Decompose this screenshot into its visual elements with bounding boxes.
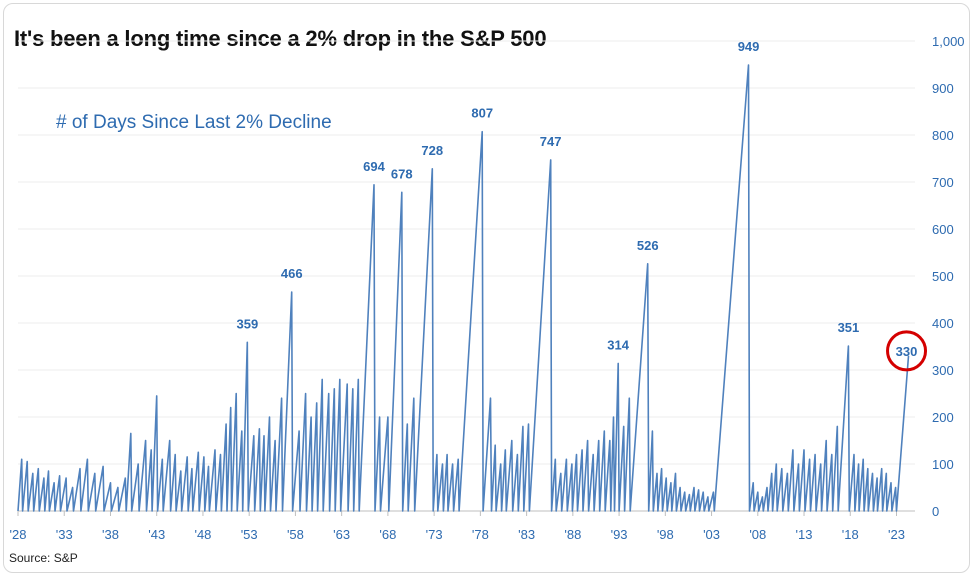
x-tick-label: '88 <box>564 527 581 542</box>
y-tick-label: 100 <box>932 457 954 472</box>
x-tick-label: '78 <box>472 527 489 542</box>
y-tick-label: 700 <box>932 175 954 190</box>
x-tick-label: '03 <box>703 527 720 542</box>
y-tick-label: 0 <box>932 504 939 519</box>
peak-label: 359 <box>236 316 258 331</box>
y-axis: 0 100 200 300 400 500 600 700 800 900 1,000 <box>932 34 965 519</box>
x-tick-label: '43 <box>148 527 165 542</box>
chart-source: Source: S&P <box>9 551 78 565</box>
x-tick-label: '93 <box>611 527 628 542</box>
x-tick-label: '63 <box>333 527 350 542</box>
y-tick-label: 800 <box>932 128 954 143</box>
y-tick-label: 600 <box>932 222 954 237</box>
x-tick-label: '33 <box>56 527 73 542</box>
peak-labels: 359 466 694 678 728 807 747 314 526 949 351 330 <box>236 39 928 372</box>
x-tick-label: '83 <box>518 527 535 542</box>
peak-label: 807 <box>471 106 493 121</box>
peak-label: 466 <box>281 266 303 281</box>
y-tick-label: 300 <box>932 363 954 378</box>
x-tick-label: '18 <box>842 527 859 542</box>
peak-label: 728 <box>421 143 443 158</box>
chart-subtitle: # of Days Since Last 2% Decline <box>56 112 332 133</box>
x-tick-label: '68 <box>379 527 396 542</box>
series-line-days-since-decline <box>17 64 910 512</box>
x-tick-label: '38 <box>102 527 119 542</box>
x-tick-label: '53 <box>241 527 258 542</box>
chart-title: It's been a long time since a 2% drop in… <box>14 26 547 51</box>
x-tick-label: '98 <box>657 527 674 542</box>
x-tick-label: '13 <box>796 527 813 542</box>
peak-label: 678 <box>391 166 413 181</box>
peak-label: 526 <box>637 238 659 253</box>
x-tick-label: '48 <box>194 527 211 542</box>
x-tick-label: '28 <box>10 527 27 542</box>
x-tick-label: '73 <box>426 527 443 542</box>
y-tick-label: 1,000 <box>932 34 965 49</box>
y-tick-label: 900 <box>932 81 954 96</box>
peak-label: 330 <box>896 344 918 359</box>
x-axis: '28 '33 '38 '43 '48 '53 '58 '63 '68 '73 '78 '83 '88 '… <box>10 510 915 542</box>
y-tick-label: 400 <box>932 316 954 331</box>
x-tick-label: '08 <box>749 527 766 542</box>
peak-label: 747 <box>540 134 562 149</box>
peak-label: 694 <box>363 159 385 174</box>
gridlines <box>18 40 915 512</box>
chart-card: It's been a long time since a 2% drop in… <box>3 3 970 573</box>
y-tick-label: 200 <box>932 410 954 425</box>
peak-label: 949 <box>738 39 760 54</box>
highlight-circle <box>886 330 928 372</box>
y-tick-label: 500 <box>932 269 954 284</box>
x-tick-label: '23 <box>888 527 905 542</box>
x-tick-label: '58 <box>287 527 304 542</box>
peak-label: 314 <box>607 337 629 352</box>
peak-label: 351 <box>838 320 860 335</box>
